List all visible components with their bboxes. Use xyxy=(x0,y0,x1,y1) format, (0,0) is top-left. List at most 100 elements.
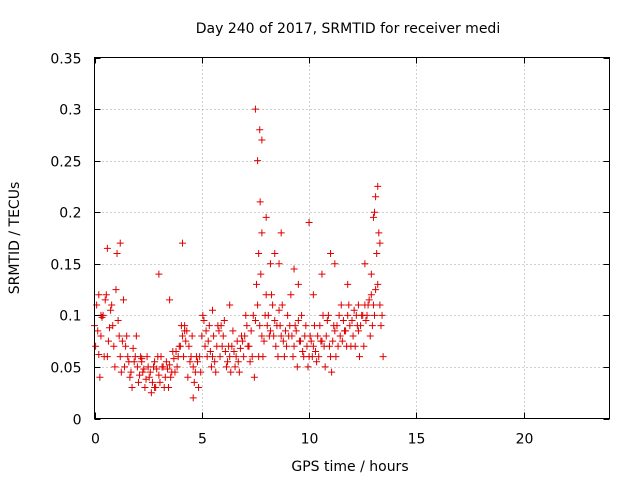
data-point xyxy=(331,260,339,268)
data-point xyxy=(376,301,384,309)
data-point xyxy=(281,327,289,335)
axis-ticks xyxy=(94,57,610,420)
data-point xyxy=(162,358,170,366)
data-points xyxy=(91,105,387,402)
x-tick-label: 10 xyxy=(301,432,319,448)
data-point xyxy=(248,353,256,361)
data-point xyxy=(293,363,301,371)
data-point xyxy=(262,213,270,221)
data-point xyxy=(139,368,147,376)
data-point xyxy=(332,353,340,361)
data-point xyxy=(294,280,302,288)
data-point xyxy=(256,322,264,330)
data-point xyxy=(369,213,377,221)
data-point xyxy=(289,353,297,361)
data-point xyxy=(290,342,298,350)
data-point xyxy=(111,363,119,371)
data-point xyxy=(231,363,239,371)
data-point xyxy=(114,317,122,325)
data-point xyxy=(308,353,316,361)
data-point xyxy=(104,337,112,345)
data-point xyxy=(371,208,379,216)
data-point xyxy=(202,327,210,335)
x-tick-label: 5 xyxy=(198,432,207,448)
data-point xyxy=(112,286,120,294)
data-point xyxy=(325,342,333,350)
data-point xyxy=(226,353,234,361)
data-point xyxy=(204,337,212,345)
data-point xyxy=(244,342,252,350)
data-point xyxy=(166,361,174,369)
data-point xyxy=(116,353,124,361)
data-point xyxy=(151,358,159,366)
data-point xyxy=(328,368,336,376)
data-point xyxy=(173,363,181,371)
data-point xyxy=(192,353,200,361)
data-point xyxy=(110,342,118,350)
data-point xyxy=(331,327,339,335)
data-point xyxy=(154,353,162,361)
data-point xyxy=(339,317,347,325)
data-point xyxy=(247,327,255,335)
data-point xyxy=(145,373,153,381)
data-point xyxy=(171,368,179,376)
data-point xyxy=(147,389,155,397)
y-tick-label: 0 xyxy=(73,413,82,429)
data-point xyxy=(227,368,235,376)
data-point xyxy=(137,353,145,361)
data-point xyxy=(92,342,100,350)
data-point xyxy=(140,365,148,373)
data-point xyxy=(274,353,282,361)
data-point xyxy=(210,332,218,340)
data-point xyxy=(185,342,193,350)
data-point xyxy=(271,317,279,325)
data-point xyxy=(130,358,138,366)
data-point xyxy=(101,296,109,304)
x-axis-label: GPS time / hours xyxy=(291,459,408,475)
data-point xyxy=(143,353,151,361)
data-point xyxy=(117,368,125,376)
y-tick-label: 0.35 xyxy=(50,52,81,68)
data-point xyxy=(290,265,298,273)
data-point xyxy=(318,270,326,278)
data-point xyxy=(306,332,314,340)
data-point xyxy=(229,327,237,335)
data-point xyxy=(258,332,266,340)
data-point xyxy=(354,327,362,335)
data-point xyxy=(132,332,140,340)
data-point xyxy=(122,342,130,350)
data-point xyxy=(209,306,217,314)
data-point xyxy=(214,322,222,330)
data-point xyxy=(317,337,325,345)
data-point xyxy=(167,373,175,381)
x-tick-label: 0 xyxy=(91,432,100,448)
data-point xyxy=(133,363,141,371)
data-point xyxy=(365,296,373,304)
x-tick-label: 20 xyxy=(516,432,534,448)
data-point xyxy=(118,337,126,345)
data-point xyxy=(277,229,285,237)
data-point xyxy=(189,363,197,371)
data-point xyxy=(377,322,385,330)
grid-lines xyxy=(94,57,610,419)
data-point xyxy=(156,378,164,386)
data-point xyxy=(321,363,329,371)
data-point xyxy=(378,311,386,319)
data-point xyxy=(219,332,227,340)
data-point xyxy=(155,371,163,379)
data-point xyxy=(129,344,137,352)
data-point xyxy=(374,182,382,190)
data-point xyxy=(113,249,121,257)
data-point xyxy=(216,353,224,361)
data-point xyxy=(329,337,337,345)
data-point xyxy=(364,301,372,309)
data-point xyxy=(181,327,189,335)
data-point xyxy=(155,270,163,278)
data-point xyxy=(169,347,177,355)
data-point xyxy=(309,291,317,299)
data-point xyxy=(275,260,283,268)
data-point xyxy=(121,363,129,371)
data-point xyxy=(375,229,383,237)
data-point xyxy=(261,311,269,319)
data-point xyxy=(373,249,381,257)
